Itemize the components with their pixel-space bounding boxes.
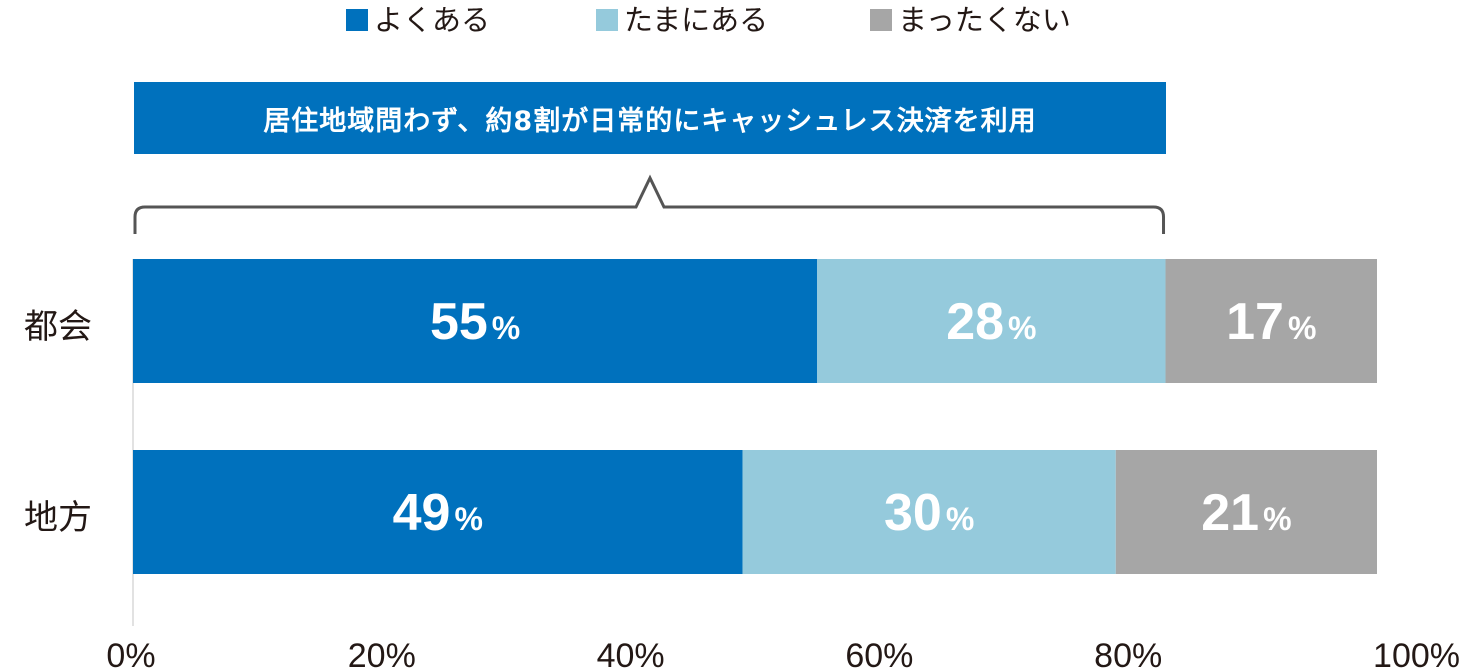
category-label-urban: 都会 bbox=[24, 307, 92, 347]
legend-label-sometimes: たまにある bbox=[624, 3, 769, 37]
legend-item-never: まったくない bbox=[870, 2, 1071, 38]
category-label-rural: 地方 bbox=[24, 498, 92, 538]
x-tick-label-4: 80% bbox=[1094, 637, 1162, 670]
legend-item-often: よくある bbox=[346, 2, 490, 38]
data-label-rural-sometimes: 30% bbox=[884, 484, 974, 542]
legend-label-never: まったくない bbox=[898, 3, 1071, 37]
bar-urban-never bbox=[1165, 259, 1377, 383]
bar-rural-never bbox=[1115, 450, 1377, 574]
data-label-rural-never: 21% bbox=[1201, 484, 1291, 542]
legend-swatch-never bbox=[870, 9, 892, 31]
callout-banner: 居住地域問わず、約8割が日常的にキャッシュレス決済を利用 bbox=[134, 82, 1166, 154]
bar-rural-often bbox=[133, 450, 743, 574]
legend-swatch-often bbox=[346, 9, 368, 31]
data-label-urban-often: 55% bbox=[430, 293, 520, 351]
data-label-rural-often: 49% bbox=[393, 484, 483, 542]
data-label-urban-sometimes: 28% bbox=[946, 293, 1036, 351]
legend-item-sometimes: たまにある bbox=[596, 2, 768, 38]
x-tick-label-5: 100% bbox=[1373, 637, 1460, 670]
x-tick-label-3: 60% bbox=[845, 637, 913, 670]
legend-swatch-sometimes bbox=[596, 9, 618, 31]
legend: よくある たまにある まったくない bbox=[0, 2, 1464, 38]
bar-urban-sometimes bbox=[817, 259, 1166, 383]
callout-bracket bbox=[133, 174, 1166, 234]
data-label-urban-never: 17% bbox=[1226, 293, 1316, 351]
legend-label-often: よくある bbox=[374, 3, 491, 37]
x-tick-label-0: 0% bbox=[106, 637, 155, 670]
x-tick-label-2: 40% bbox=[597, 637, 665, 670]
bar-rural-sometimes bbox=[742, 450, 1116, 574]
bar-urban-often bbox=[133, 259, 818, 383]
x-tick-label-1: 20% bbox=[348, 637, 416, 670]
